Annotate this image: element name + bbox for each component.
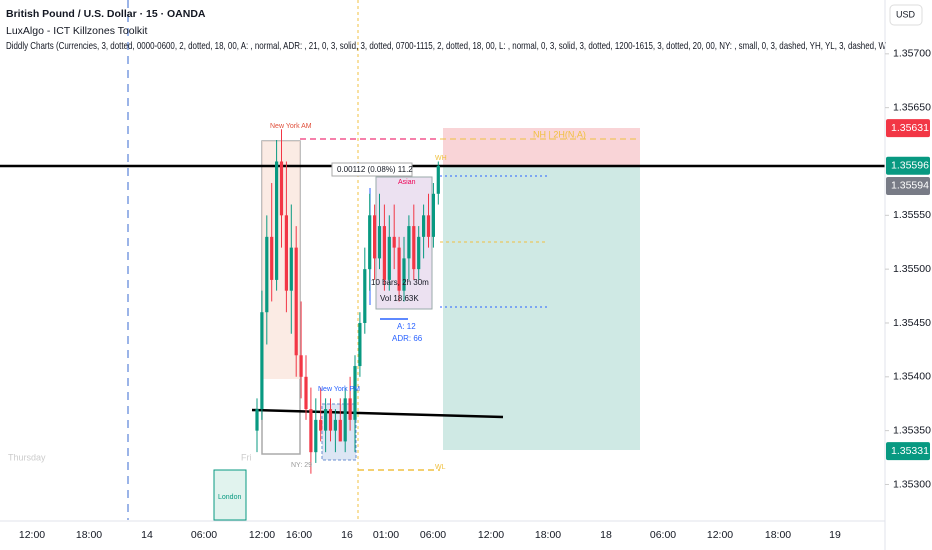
y-tick-label: 1.35700 xyxy=(893,48,931,60)
price-tag-label: 1.35631 xyxy=(891,122,929,134)
candle-body xyxy=(255,409,259,431)
candle-body xyxy=(314,419,318,453)
label: New York PM xyxy=(318,386,360,393)
x-tick-label: 06:00 xyxy=(420,529,446,541)
y-tick-label: 1.35400 xyxy=(893,371,931,383)
x-tick-label: 18:00 xyxy=(76,529,102,541)
candle-body xyxy=(333,419,337,431)
price-tag xyxy=(886,119,930,138)
candle-body xyxy=(265,236,269,313)
price-tag-label: 1.35331 xyxy=(891,445,929,457)
indicator: Diddly Charts (Currencies, 3, dotted, 00… xyxy=(6,40,886,52)
price-tag-label: 1.35596 xyxy=(891,160,929,172)
indicator: LuxAlgo - ICT Killzones Toolkit xyxy=(6,25,148,37)
candle-body xyxy=(431,193,435,237)
candle-body xyxy=(436,165,440,194)
candle-body xyxy=(324,409,328,431)
currency[interactable]: USD xyxy=(896,9,916,19)
label: New York AM xyxy=(270,123,312,130)
candle-body xyxy=(417,236,421,270)
x-tick-label: 12:00 xyxy=(249,529,275,541)
x-tick-label: 14 xyxy=(141,529,153,541)
candle-body xyxy=(368,215,372,270)
label: ADR: 66 xyxy=(392,334,423,343)
y-tick-label: 1.35450 xyxy=(893,317,931,329)
x-tick-label: 18 xyxy=(600,529,612,541)
y-tick-label: 1.35350 xyxy=(893,424,931,436)
price-tag xyxy=(886,442,930,461)
x-tick-label: 01:00 xyxy=(373,529,399,541)
candle-body xyxy=(412,226,416,270)
candle-body xyxy=(422,215,426,237)
label: WH xyxy=(435,155,447,162)
candle-body xyxy=(363,269,367,323)
x-tick-label: 12:00 xyxy=(19,529,45,541)
price-tag-label: 1.35594 xyxy=(891,180,929,192)
candle-body xyxy=(284,215,288,291)
candle-body xyxy=(328,409,333,431)
label: London xyxy=(218,494,241,501)
x-tick-label: 06:00 xyxy=(650,529,676,541)
price-tag xyxy=(886,156,930,175)
x-tick-label: 18:00 xyxy=(535,529,561,541)
candle-body xyxy=(279,161,284,216)
candle-body xyxy=(382,226,386,280)
label: WL xyxy=(435,464,446,471)
x-tick-label: 19 xyxy=(829,529,841,541)
x-tick-label: 18:00 xyxy=(765,529,791,541)
y-tick-label: 1.35500 xyxy=(893,263,931,275)
candle-body xyxy=(275,161,279,280)
candle-body xyxy=(387,236,391,280)
x-tick-label: 12:00 xyxy=(478,529,504,541)
label: NH | 2H(N.A) xyxy=(533,129,586,139)
candle-body xyxy=(353,366,357,420)
candle-body xyxy=(397,247,401,291)
measure-box xyxy=(331,162,413,177)
candle-body xyxy=(309,409,313,453)
label: Vol 18.63K xyxy=(380,294,419,303)
y-tick-label: 1.35650 xyxy=(893,101,931,113)
candle-body xyxy=(299,355,303,377)
price-tag xyxy=(886,176,930,195)
y-tick-label: 1.35300 xyxy=(893,478,931,490)
candle-body xyxy=(343,398,347,442)
y-tick-label: 1.35550 xyxy=(893,209,931,221)
x-tick-label: 16 xyxy=(341,529,353,541)
label: 0.00112 (0.08%) 11.2 xyxy=(337,165,413,174)
london-box xyxy=(213,469,247,521)
candle-body xyxy=(373,215,377,259)
candle-body xyxy=(304,376,308,410)
candle-body xyxy=(294,247,298,356)
candle-body xyxy=(426,215,431,237)
target-zone xyxy=(443,166,640,450)
candle-body xyxy=(319,419,323,431)
candle-body xyxy=(289,247,293,291)
x-tick-label: 06:00 xyxy=(191,529,217,541)
label: Thursday xyxy=(8,452,46,462)
candle-body xyxy=(407,226,411,259)
label: Asian xyxy=(398,179,416,186)
candle-body xyxy=(348,398,352,420)
label: 10 bars, 2h 30m xyxy=(371,278,429,287)
label: Fri xyxy=(241,452,252,462)
symbol-title: British Pound / U.S. Dollar · 15 · OANDA xyxy=(6,8,206,20)
candle-body xyxy=(358,322,362,367)
candles xyxy=(255,129,440,474)
candle-body xyxy=(392,236,396,248)
currency-button[interactable] xyxy=(889,4,923,26)
candle-body xyxy=(377,226,382,259)
candle-body xyxy=(338,419,342,442)
label: NY: 29 xyxy=(291,462,312,469)
x-tick-label: 12:00 xyxy=(707,529,733,541)
candle-body xyxy=(260,312,264,410)
candle-body xyxy=(270,236,274,280)
x-tick-label: 16:00 xyxy=(286,529,312,541)
label: A: 12 xyxy=(397,322,416,331)
stop-zone xyxy=(443,128,640,166)
candle-body xyxy=(402,258,406,291)
trend-line xyxy=(251,408,504,419)
